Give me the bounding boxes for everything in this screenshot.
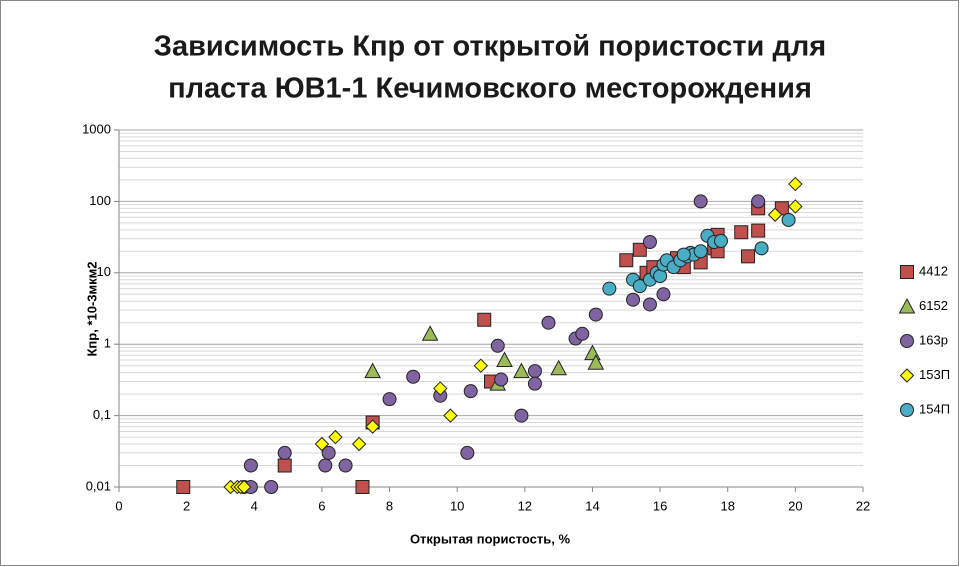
- point: [751, 223, 766, 238]
- point: [473, 358, 489, 373]
- point: [527, 364, 542, 379]
- point: [619, 253, 634, 268]
- point: [788, 199, 803, 214]
- legend-label: 4412: [919, 263, 948, 278]
- point: [656, 287, 671, 302]
- point: [741, 249, 756, 264]
- point: [588, 307, 603, 322]
- y-tick-label: 0,1: [93, 407, 111, 422]
- point: [365, 419, 380, 434]
- point: [277, 445, 292, 460]
- point: [314, 436, 330, 452]
- legend-label: 163р: [919, 332, 948, 347]
- point: [433, 381, 448, 396]
- point: [527, 376, 542, 391]
- point: [575, 326, 590, 341]
- point: [676, 247, 691, 262]
- x-tick-label: 0: [115, 498, 122, 513]
- point: [494, 372, 509, 387]
- point: [382, 392, 397, 407]
- point: [318, 458, 333, 473]
- point: [713, 233, 728, 248]
- point: [693, 244, 708, 259]
- point: [632, 242, 647, 257]
- point: [406, 369, 421, 384]
- point: [355, 480, 370, 494]
- legend-label: 6152: [919, 298, 948, 313]
- chart-title: пласта ЮВ1-1 Кечимовского месторождения: [168, 73, 812, 105]
- y-axis-label: Кпр, *10-3мкм2: [84, 262, 99, 357]
- x-tick-label: 2: [183, 498, 190, 513]
- point: [626, 292, 641, 307]
- y-tick-label: 1: [104, 336, 111, 351]
- x-tick-label: 10: [450, 498, 464, 513]
- point: [541, 315, 556, 330]
- y-tick-label: 0,01: [86, 478, 111, 493]
- point: [587, 354, 605, 370]
- point: [642, 297, 657, 312]
- point: [496, 351, 513, 368]
- point: [243, 458, 258, 473]
- legend-marker: [900, 403, 914, 417]
- point: [463, 384, 478, 399]
- point: [781, 212, 796, 227]
- point: [460, 445, 475, 460]
- point: [602, 281, 617, 296]
- point: [338, 458, 353, 473]
- y-tick-label: 100: [89, 193, 111, 208]
- legend-marker: [899, 368, 915, 383]
- x-axis-label: Открытая пористость, %: [410, 531, 571, 546]
- chart-title: Зависимость Кпр от открытой пористости д…: [154, 31, 826, 63]
- x-tick-label: 6: [318, 498, 325, 513]
- point: [328, 429, 343, 445]
- point: [693, 194, 708, 209]
- point: [277, 458, 292, 473]
- x-tick-label: 8: [386, 498, 393, 513]
- legend-marker: [898, 297, 916, 314]
- point: [443, 408, 458, 423]
- legend-marker: [900, 334, 914, 348]
- y-tick-label: 1000: [82, 121, 111, 136]
- x-tick-label: 18: [720, 498, 734, 513]
- legend-marker: [900, 265, 914, 279]
- point: [513, 362, 530, 379]
- legend-label: 154П: [919, 401, 950, 416]
- legend-label: 153П: [919, 367, 950, 382]
- point: [490, 338, 505, 353]
- point: [264, 480, 279, 494]
- point: [642, 235, 657, 250]
- point: [751, 194, 766, 209]
- x-tick-label: 20: [788, 498, 802, 513]
- point: [632, 279, 647, 294]
- point: [767, 207, 783, 222]
- x-tick-label: 4: [251, 498, 258, 513]
- x-tick-label: 16: [653, 498, 667, 513]
- point: [364, 362, 381, 379]
- x-tick-label: 22: [856, 498, 870, 513]
- point: [754, 241, 769, 256]
- point: [734, 225, 749, 240]
- x-tick-label: 14: [585, 498, 599, 513]
- point: [788, 176, 803, 192]
- point: [421, 325, 439, 341]
- y-tick-label: 10: [97, 264, 111, 279]
- point: [321, 445, 336, 460]
- point: [236, 479, 252, 495]
- x-tick-label: 12: [518, 498, 532, 513]
- point: [351, 436, 367, 452]
- point: [176, 480, 191, 494]
- point: [550, 359, 567, 376]
- point: [514, 408, 529, 423]
- point: [477, 312, 492, 327]
